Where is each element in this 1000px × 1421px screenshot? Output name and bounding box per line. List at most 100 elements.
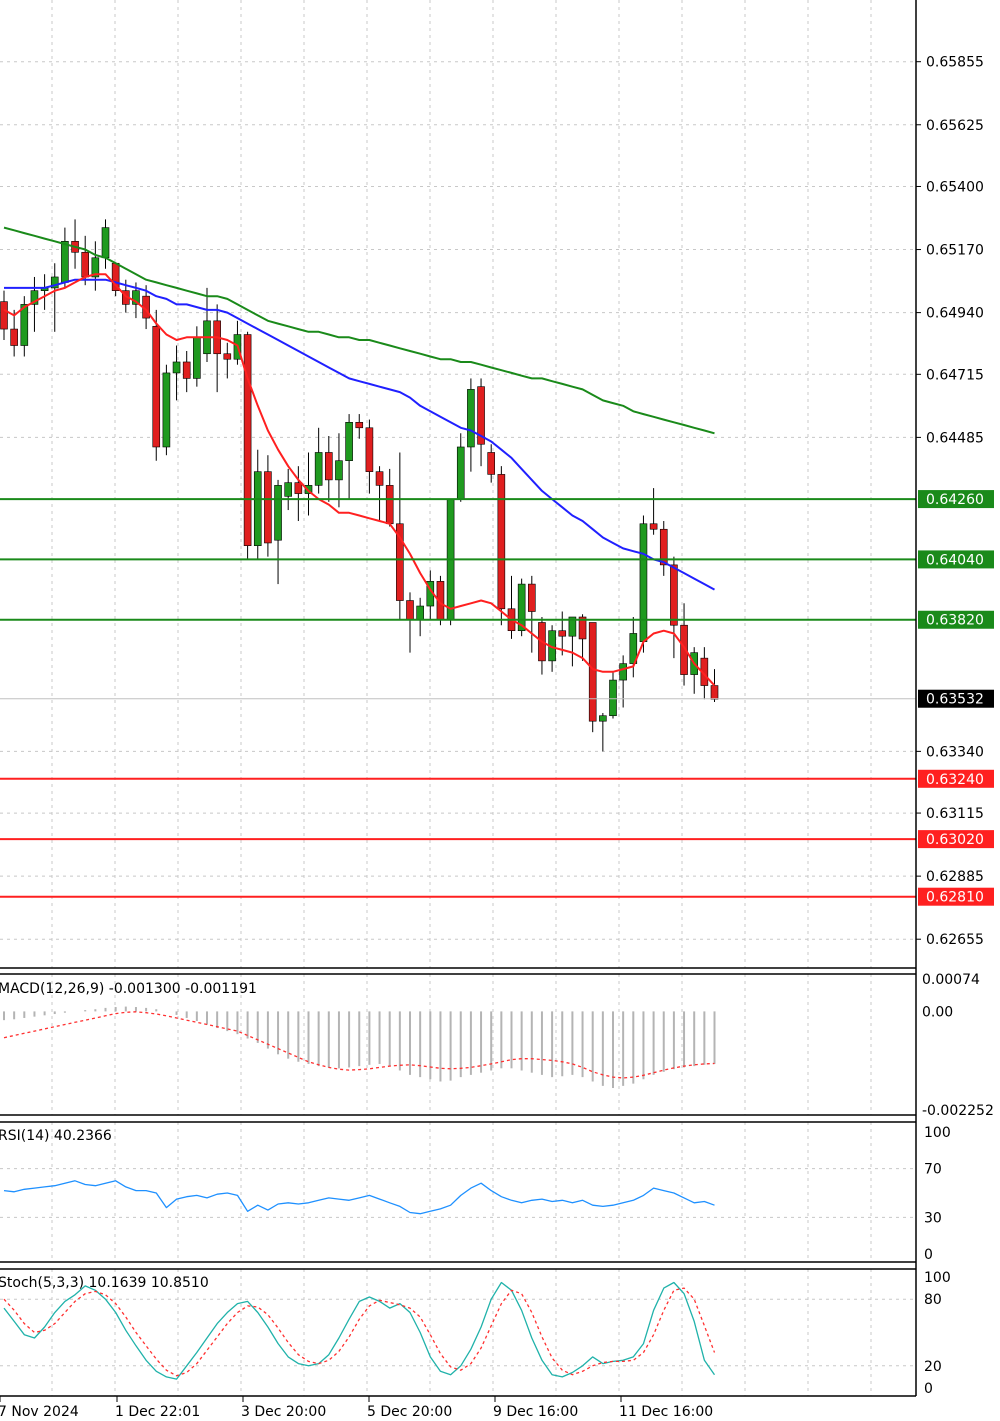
candle-bearish — [182, 361, 191, 379]
candle-bullish — [101, 227, 110, 259]
candle-bearish — [659, 528, 668, 566]
candle-bullish — [599, 715, 607, 722]
candle-bullish — [30, 290, 39, 305]
candle-bearish — [324, 452, 333, 481]
stoch-y-label: 80 — [924, 1292, 942, 1308]
ma-mid-line — [4, 278, 715, 591]
candle-bearish — [680, 624, 688, 675]
y-tick-label: 0.64485 — [926, 430, 984, 446]
candle-bearish — [294, 482, 303, 494]
candle-bearish — [578, 616, 587, 640]
y-tick-label: 0.63340 — [926, 744, 984, 760]
resistance-level-tag — [918, 610, 994, 629]
support-level-label: 0.63020 — [926, 832, 984, 848]
candle-bullish — [629, 633, 638, 664]
candle-bullish — [416, 605, 424, 621]
y-tick-label: 0.64715 — [926, 367, 984, 383]
candle-bullish — [456, 446, 465, 500]
rsi-panel: RSI(14) 40.2366 100 70 30 0 — [0, 1125, 951, 1263]
ma-slow-line — [3, 226, 715, 435]
resistance-level-label: 0.63820 — [926, 613, 984, 629]
resistance-level-tag — [918, 550, 994, 569]
x-tick-label: 1 Dec 22:01 — [115, 1404, 200, 1420]
stoch-y-label: 20 — [924, 1359, 942, 1375]
panel-frames — [0, 0, 917, 1397]
candle-bullish — [335, 460, 343, 481]
candle-bullish — [193, 336, 201, 379]
candle-bearish — [10, 328, 18, 346]
candle-bearish — [355, 422, 364, 429]
macd-y-label: 0.00074 — [922, 972, 980, 988]
macd-panel: MACD(12,26,9) -0.001300 -0.001191 0.0007… — [0, 972, 994, 1119]
candle-bullish — [619, 663, 627, 681]
candle-bullish — [132, 290, 140, 305]
stoch-signal-line — [3, 1287, 716, 1377]
candle-bearish — [0, 301, 8, 330]
macd-y-label: 0.00 — [922, 1004, 953, 1020]
x-tick-label: 11 Dec 16:00 — [619, 1404, 713, 1420]
price-panel: 0.65855 0.65625 0.65400 0.65170 0.64940 0.647… — [0, 55, 994, 948]
rsi-y-label: 100 — [924, 1125, 951, 1141]
candle-bullish — [61, 241, 69, 283]
ma-fast-line — [3, 273, 716, 687]
macd-y-label: -0.002252 — [922, 1103, 994, 1119]
macd-title: MACD(12,26,9) -0.001300 -0.001191 — [0, 981, 257, 997]
candle-bullish — [172, 361, 181, 374]
candle-bearish — [396, 523, 404, 601]
stoch-title: Stoch(5,3,3) 10.1639 10.8510 — [0, 1275, 209, 1291]
x-tick-label: 7 Nov 2024 — [0, 1404, 79, 1420]
support-level-tag — [918, 830, 994, 849]
candle-bearish — [243, 334, 252, 546]
rsi-line — [3, 1180, 715, 1215]
candle-bearish — [558, 630, 567, 637]
candle-bearish — [588, 622, 597, 722]
candle-bearish — [477, 386, 485, 445]
candle-bullish — [20, 304, 29, 346]
candle-bearish — [375, 471, 384, 486]
candle-bearish — [406, 600, 414, 621]
x-axis: 7 Nov 2024 1 Dec 22:01 3 Dec 20:00 5 Dec 20… — [0, 1396, 713, 1420]
y-tick-label: 0.65170 — [926, 243, 984, 259]
y-tick-label: 0.62655 — [926, 932, 984, 948]
candle-bullish — [639, 523, 648, 642]
rsi-y-label: 30 — [924, 1210, 942, 1226]
candle-bullish — [314, 452, 323, 486]
candle-bearish — [649, 523, 658, 530]
candle-bullish — [253, 471, 262, 546]
x-tick-label: 9 Dec 16:00 — [493, 1404, 578, 1420]
candle-bullish — [284, 482, 293, 497]
support-level-tag — [918, 887, 994, 906]
candle-bullish — [162, 372, 171, 448]
support-level-label: 0.62810 — [926, 890, 984, 906]
candle-bearish — [264, 471, 272, 544]
stoch-main-line — [3, 1281, 716, 1380]
y-tick-label: 0.64940 — [926, 306, 984, 322]
candle-bearish — [385, 485, 394, 525]
candle-bullish — [345, 422, 353, 461]
resistance-level-label: 0.64040 — [926, 552, 984, 568]
y-tick-label: 0.65400 — [926, 179, 984, 195]
candle-bearish — [497, 474, 506, 610]
stoch-y-label: 100 — [924, 1270, 951, 1286]
stoch-panel: Stoch(5,3,3) 10.1639 10.8510 100 80 20 0 — [0, 1270, 951, 1397]
x-tick-label: 3 Dec 20:00 — [241, 1404, 326, 1420]
y-tick-label: 0.63115 — [926, 806, 984, 822]
candle-bullish — [517, 583, 526, 632]
candle-bearish — [223, 353, 232, 360]
x-tick-label: 5 Dec 20:00 — [367, 1404, 452, 1420]
candle-bullish — [274, 485, 282, 541]
candle-bearish — [365, 427, 374, 472]
support-level-label: 0.63240 — [926, 772, 984, 788]
y-tick-label: 0.62885 — [926, 869, 984, 885]
candle-bearish — [81, 251, 89, 278]
current-price-tag — [918, 689, 994, 708]
grid-lines — [0, 0, 916, 1396]
current-price-label: 0.63532 — [926, 692, 984, 708]
candle-bearish — [527, 583, 536, 612]
candle-bearish — [670, 564, 678, 626]
resistance-level-label: 0.64260 — [926, 492, 984, 508]
candle-bearish — [487, 452, 496, 475]
macd-signal-line — [3, 1011, 715, 1079]
candle-bullish — [568, 616, 577, 637]
